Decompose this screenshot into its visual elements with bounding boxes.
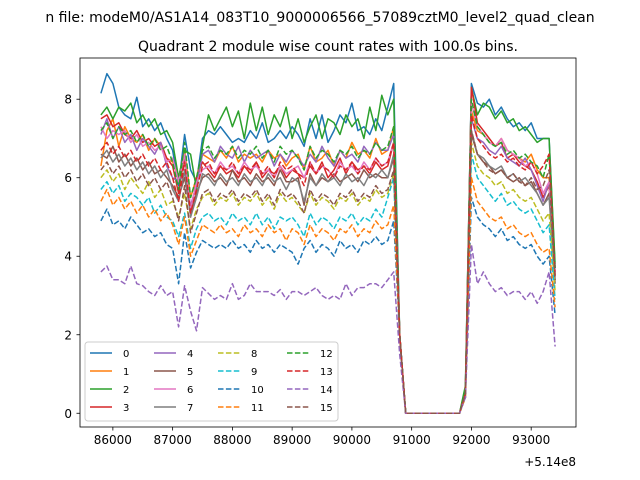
series-line-10 (100, 196, 556, 415)
legend-label-0: 0 (123, 349, 129, 360)
series-line-2 (100, 86, 556, 415)
legend-label-9: 9 (251, 367, 257, 378)
legend-box (84, 341, 339, 422)
x-tick-label: 93000 (512, 433, 550, 447)
x-tick-label: 86000 (94, 433, 132, 447)
x-offset-label: +5.14e8 (524, 455, 576, 469)
chart-suptitle: n file: modeM0/AS1A14_083T10_9000006566_… (45, 10, 594, 26)
x-tick-label: 92000 (452, 433, 490, 447)
plot-frame (79, 57, 577, 428)
series-line-14 (100, 243, 556, 415)
y-axis: 0 2 4 6 8 (64, 93, 80, 421)
legend-label-5: 5 (187, 367, 193, 378)
chart-title: Quadrant 2 module wise count rates with … (138, 39, 518, 55)
legend-label-4: 4 (187, 349, 193, 360)
legend-label-3: 3 (123, 403, 129, 414)
series-line-15 (100, 129, 556, 415)
legend-label-14: 14 (320, 385, 333, 396)
series-line-11 (100, 176, 556, 415)
x-tick-label: 87000 (154, 433, 192, 447)
x-axis: 86000 87000 88000 89000 90000 91000 92000 93000 (94, 427, 550, 447)
legend-label-13: 13 (320, 367, 333, 378)
y-tick-label: 0 (64, 407, 72, 421)
series-line-9 (100, 153, 556, 415)
series-line-7 (100, 129, 556, 415)
legend-label-11: 11 (251, 403, 264, 414)
series-line-3 (100, 86, 556, 415)
y-tick-label: 4 (64, 250, 72, 264)
legend-label-7: 7 (187, 403, 193, 414)
legend-label-1: 1 (123, 367, 129, 378)
legend-label-10: 10 (251, 385, 264, 396)
series-line-13 (100, 114, 556, 415)
legend-label-2: 2 (123, 385, 129, 396)
x-tick-label: 91000 (393, 433, 431, 447)
legend-label-8: 8 (251, 349, 257, 360)
legend-label-15: 15 (320, 403, 333, 414)
y-tick-label: 8 (64, 93, 72, 107)
x-tick-label: 90000 (333, 433, 371, 447)
legend-label-12: 12 (320, 349, 333, 360)
y-tick-label: 6 (64, 171, 72, 185)
x-tick-label: 88000 (213, 433, 251, 447)
series-line-12 (100, 98, 556, 415)
series-layer (100, 72, 556, 415)
series-line-8 (100, 141, 556, 415)
x-tick-label: 89000 (273, 433, 311, 447)
y-tick-label: 2 (64, 328, 72, 342)
legend-label-6: 6 (187, 385, 193, 396)
